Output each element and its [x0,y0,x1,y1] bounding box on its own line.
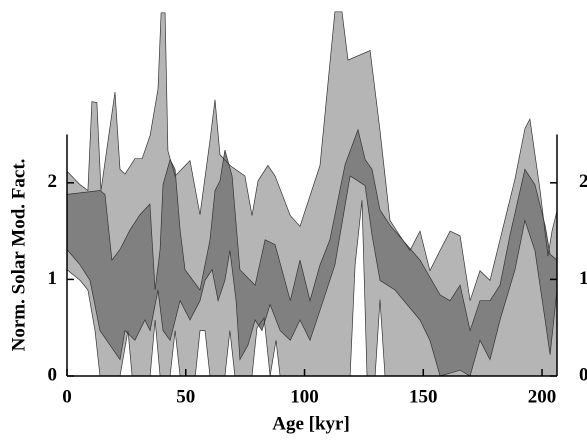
y-tick-label-right: 1 [579,268,587,289]
band-edge [67,11,557,301]
x-tick-label: 200 [528,386,557,407]
band-edge [67,200,557,376]
band-edge [67,128,557,332]
y-axis-label: Norm. Solar Mod. Fact. [8,159,29,352]
band-fill [67,129,557,376]
y-tick-label-right: 0 [579,364,587,385]
band-edge [67,175,557,376]
y-tick-label-left: 0 [48,364,58,385]
y-tick-label-left: 2 [48,171,58,192]
y-tick-label-right: 2 [579,171,587,192]
y-tick-label-left: 1 [48,268,58,289]
x-tick-label: 0 [62,386,72,407]
x-axis-label: Age [kyr] [272,413,350,434]
x-tick-label: 150 [409,386,438,407]
x-tick-label: 50 [176,386,195,407]
plot-area [67,11,557,376]
x-tick-label: 100 [290,386,319,407]
